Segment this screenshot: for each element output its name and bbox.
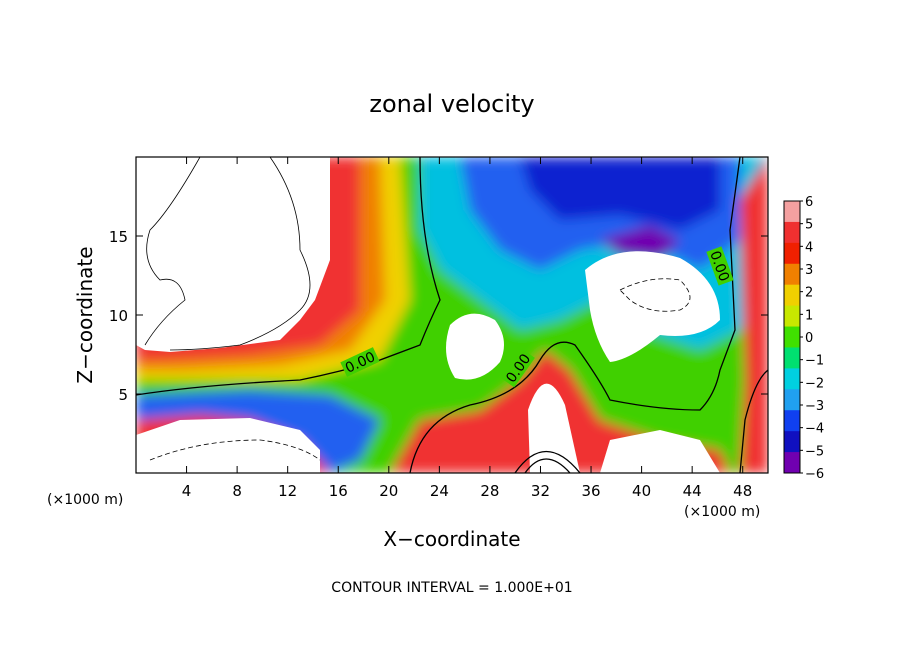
white-region-bottom-center bbox=[528, 383, 580, 473]
chart-title: zonal velocity bbox=[369, 90, 534, 118]
colorbar-swatch bbox=[784, 284, 800, 307]
colorbar-label: −3 bbox=[805, 399, 824, 414]
colorbar-swatch bbox=[784, 221, 800, 244]
x-units-label-right: (×1000 m) bbox=[684, 504, 760, 520]
colorbar-swatch bbox=[784, 263, 800, 286]
x-tick-label: 40 bbox=[632, 482, 651, 500]
colorbar-swatch bbox=[784, 410, 800, 432]
white-region-bottom-left bbox=[136, 418, 320, 473]
colorbar-label: −5 bbox=[805, 444, 824, 459]
white-region-center bbox=[446, 313, 504, 380]
y-tick-label: 5 bbox=[118, 386, 128, 404]
colorbar-swatch bbox=[784, 452, 800, 474]
plot-area bbox=[135, 156, 769, 474]
colorbar-swatch bbox=[784, 326, 800, 348]
white-region-upper-left bbox=[136, 157, 330, 352]
y-tick-label: 10 bbox=[109, 307, 128, 325]
x-tick-label: 28 bbox=[480, 482, 499, 500]
colorbar-label: −4 bbox=[805, 422, 824, 437]
colorbar-swatch bbox=[784, 201, 800, 223]
contour-interval-footer: CONTOUR INTERVAL = 1.000E+01 bbox=[331, 580, 572, 596]
colorbar-label: −2 bbox=[805, 376, 824, 391]
y-axis-ticks: 5 10 15 bbox=[109, 228, 768, 404]
x-tick-label: 32 bbox=[531, 482, 550, 500]
colorbar: 6 5 4 3 2 1 0 −1 −2 −3 −4 −5 −6 bbox=[783, 195, 824, 482]
y-tick-label: 15 bbox=[109, 228, 128, 246]
colorbar-swatch bbox=[784, 305, 800, 328]
colorbar-label: 3 bbox=[805, 263, 813, 278]
white-region-right bbox=[585, 251, 720, 362]
white-region-bottom-right bbox=[600, 430, 720, 473]
x-tick-label: 8 bbox=[232, 482, 242, 500]
colorbar-swatch bbox=[784, 431, 800, 453]
x-tick-label: 20 bbox=[379, 482, 398, 500]
y-axis-label: Z−coordinate bbox=[73, 246, 97, 383]
colorbar-swatch bbox=[784, 389, 800, 411]
colorbar-swatch bbox=[784, 242, 800, 265]
x-tick-label: 36 bbox=[581, 482, 600, 500]
x-tick-label: 24 bbox=[430, 482, 449, 500]
colorbar-label: 0 bbox=[805, 331, 813, 346]
colorbar-label: 5 bbox=[805, 218, 813, 233]
x-tick-label: 12 bbox=[278, 482, 297, 500]
x-axis-ticks: 4 8 12 16 20 24 28 32 36 40 44 48 bbox=[182, 157, 752, 500]
colorbar-label: −6 bbox=[805, 467, 824, 482]
colorbar-label: 2 bbox=[805, 286, 813, 301]
x-tick-label: 48 bbox=[733, 482, 752, 500]
x-axis-label: X−coordinate bbox=[383, 527, 520, 551]
x-tick-label: 4 bbox=[182, 482, 192, 500]
x-tick-label: 16 bbox=[329, 482, 348, 500]
colorbar-swatch bbox=[784, 368, 800, 390]
colorbar-swatch bbox=[784, 347, 800, 369]
x-units-label-left: (×1000 m) bbox=[47, 492, 123, 508]
colorbar-label: −1 bbox=[805, 354, 824, 369]
colorbar-label: 6 bbox=[805, 195, 813, 210]
colorbar-label: 1 bbox=[805, 308, 813, 323]
x-tick-label: 44 bbox=[683, 482, 702, 500]
colorbar-label: 4 bbox=[805, 240, 813, 255]
